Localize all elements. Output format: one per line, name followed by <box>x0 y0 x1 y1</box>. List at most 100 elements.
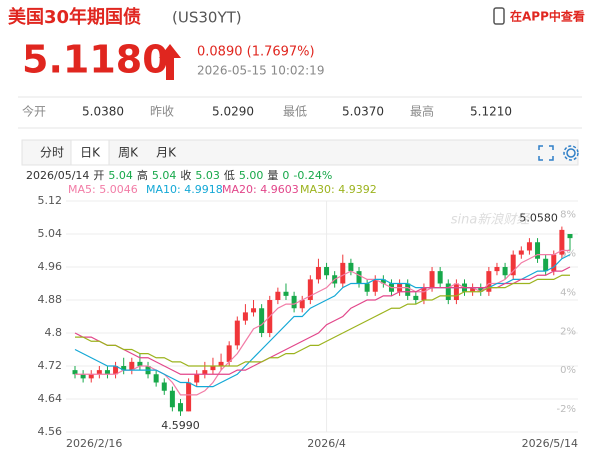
candle-body <box>413 295 419 300</box>
stat-value: 5.0380 <box>82 105 124 119</box>
candle-body <box>88 374 94 379</box>
candle-body <box>453 283 459 300</box>
candle-body <box>113 366 119 375</box>
plot: sina新浪财经 4.56 4.64 4.72 4.8 4.88 4.96 5.04 5.12 -… <box>38 194 578 450</box>
low-label: 4.5990 <box>161 419 200 432</box>
candle-body <box>486 271 492 292</box>
candle-body <box>470 287 476 292</box>
candle-body <box>364 283 370 292</box>
y2-tick-label: 6% <box>560 249 576 260</box>
legend-entry: MA10: 4.9918 <box>146 183 223 196</box>
candle-body <box>340 262 346 284</box>
tab[interactable]: 周K <box>118 146 139 160</box>
stat-label: 最低 <box>283 105 307 119</box>
candle-body <box>202 370 208 375</box>
ma-line <box>75 274 570 367</box>
candle-body <box>121 366 127 371</box>
y-tick-label: 4.96 <box>38 260 63 273</box>
up-arrow <box>159 44 181 80</box>
info-value: 5.04 <box>152 169 177 182</box>
tab[interactable]: 月K <box>156 146 177 160</box>
candle-body <box>259 308 265 333</box>
tab[interactable]: 分时 <box>40 146 64 160</box>
candle-body <box>518 250 524 255</box>
y2-tick-label: -2% <box>557 404 576 415</box>
active-tab <box>70 139 110 166</box>
stat-value: 5.1210 <box>470 105 512 119</box>
tab-bar <box>21 139 579 166</box>
candle-body <box>275 291 281 300</box>
info-value: 0 <box>282 169 289 182</box>
candle-body <box>421 287 427 300</box>
candle-body <box>405 283 411 296</box>
candle-body <box>348 262 354 272</box>
candle-body <box>291 295 297 309</box>
high-label: 5.0580 <box>519 212 558 225</box>
stat-label: 今开 <box>22 104 46 119</box>
candle-body <box>72 370 78 375</box>
legend-entry: MA30: 4.9392 <box>300 183 377 196</box>
code: (US30YT) <box>172 9 242 27</box>
y-tick-label: 4.72 <box>38 359 63 372</box>
candle-body <box>551 254 557 272</box>
candle-body <box>429 271 435 288</box>
y-tick-label: 4.64 <box>38 392 63 405</box>
candle-body <box>526 242 532 251</box>
info-value: 5.04 <box>108 169 133 182</box>
app-link[interactable]: 在APP中查看 <box>510 9 585 24</box>
candle-body <box>543 258 549 272</box>
candle-body <box>494 267 500 272</box>
stat-value: 5.0370 <box>342 105 384 119</box>
info-value: 5.03 <box>195 169 220 182</box>
candle-body <box>324 267 330 276</box>
candle-body <box>356 271 362 284</box>
info-line: 2026/05/14 开 5.04 高 5.04 收 5.03 低 5.00 量 0 -0.24% <box>26 168 332 182</box>
y-tick-label: 4.8 <box>45 326 63 339</box>
candle-body <box>80 374 86 379</box>
candle-body <box>445 283 451 300</box>
y-tick-label: 4.88 <box>38 293 63 306</box>
candle-body <box>251 308 257 313</box>
price: 5.1180 <box>22 38 169 82</box>
candle-body <box>567 234 573 239</box>
change: 0.0890 (1.7697%) <box>197 45 315 60</box>
phone-icon[interactable] <box>493 7 505 25</box>
info-label: 量 <box>267 169 278 182</box>
stat-label: 昨收 <box>150 105 174 119</box>
info-date: 2026/05/14 <box>26 169 89 182</box>
candle-body <box>307 279 313 300</box>
candle-body <box>226 345 232 362</box>
candle-body <box>283 291 289 296</box>
candle-body <box>437 271 443 284</box>
ma-line <box>74 266 571 375</box>
x-tick-label: 2026/4 <box>307 437 346 450</box>
candle-body <box>194 374 200 383</box>
info-change: -0.24% <box>293 169 332 182</box>
y2-tick-label: 8% <box>560 210 576 221</box>
y2-tick-label: 0% <box>560 365 576 376</box>
candle-body <box>161 382 167 391</box>
y-tick-label: 5.12 <box>38 194 63 207</box>
candle-body <box>372 279 378 292</box>
candle-body <box>234 320 240 346</box>
stat-value: 5.0290 <box>212 105 254 119</box>
info-label: 收 <box>180 168 191 182</box>
candle-body <box>177 403 183 412</box>
x-tick-label: 2026/2/16 <box>66 437 122 450</box>
candle-body <box>559 229 565 255</box>
info-value: 5.00 <box>239 169 264 182</box>
candle-body <box>510 254 516 276</box>
toolbar-icons[interactable] <box>538 145 579 161</box>
candle-body <box>478 287 484 292</box>
candle-body <box>502 267 508 276</box>
candle-body <box>96 370 102 375</box>
tab[interactable]: 日K <box>80 146 101 160</box>
candle-body <box>186 382 192 412</box>
candle-body <box>242 312 248 321</box>
info-label: 高 <box>137 168 148 182</box>
tabs: 分时 日K 周K 月K <box>40 139 177 166</box>
candle-body <box>137 361 143 366</box>
title: 美国30年期国债 <box>8 6 141 28</box>
legend-entry: MA5: 5.0046 <box>68 183 138 196</box>
